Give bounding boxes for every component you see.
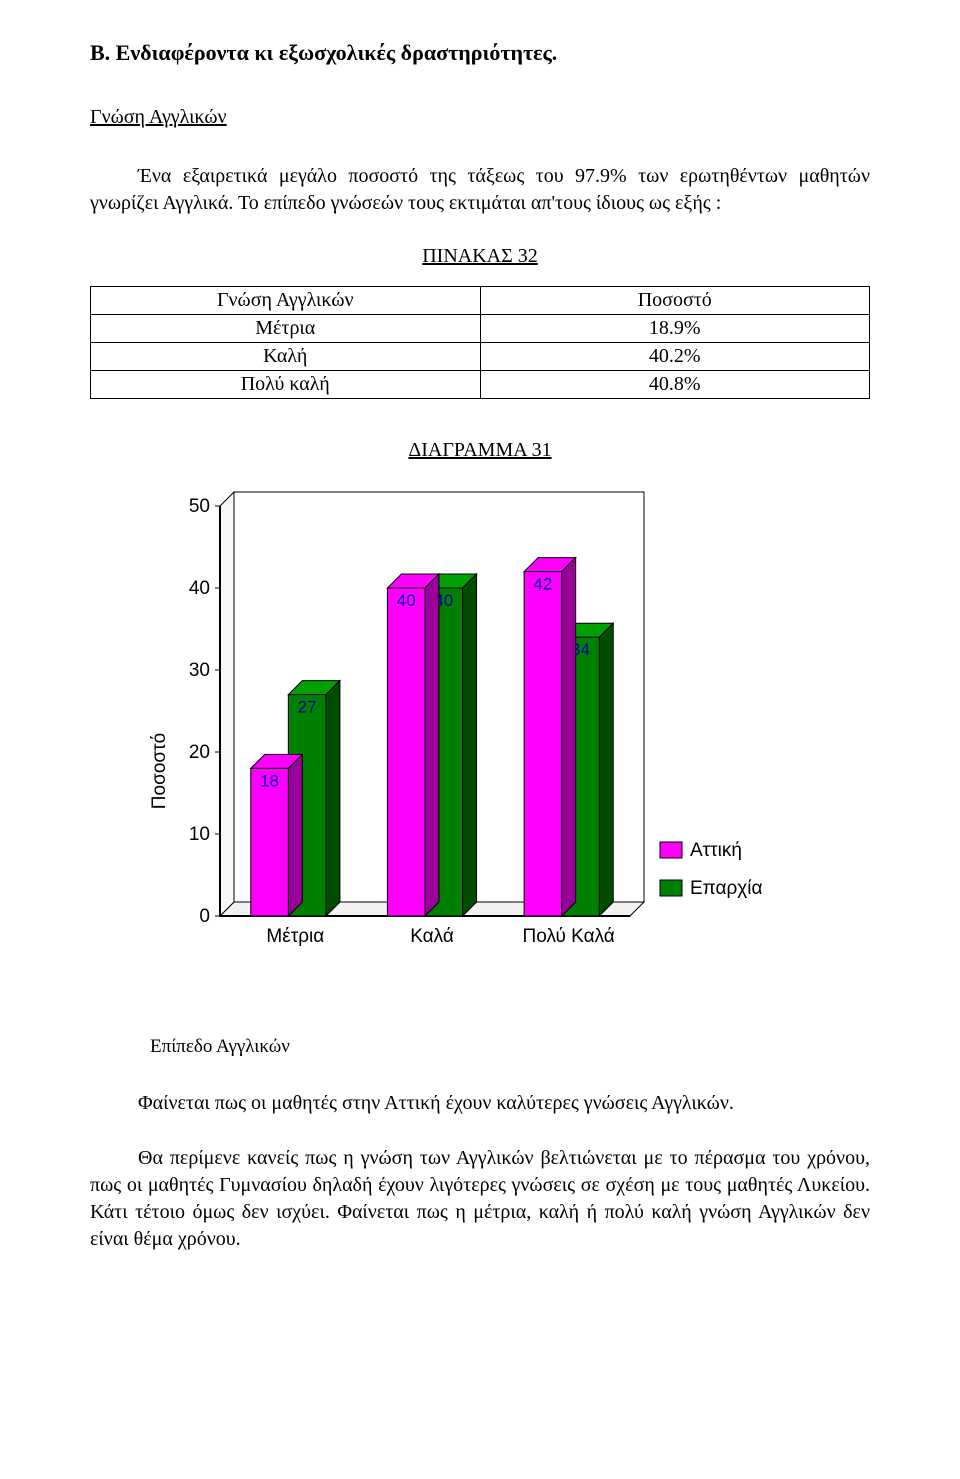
svg-text:20: 20 [189,742,210,763]
page-root: Β. Ενδιαφέροντα κι εξωσχολικές δραστηριό… [0,0,960,1479]
svg-text:42: 42 [533,575,552,594]
table-cell-label: Μέτρια [91,315,481,343]
svg-text:Επαρχία: Επαρχία [690,878,762,899]
table-cell-value: 40.2% [480,343,870,371]
table-row: Πολύ καλή 40.8% [91,371,870,399]
svg-text:Αττική: Αττική [690,840,742,861]
bar-chart: 010203040502718Μέτρια4040Καλά3442Πολύ Κα… [130,486,770,1006]
svg-text:Καλά: Καλά [410,926,454,947]
table-header-0: Γνώση Αγγλικών [91,287,481,315]
svg-text:40: 40 [397,591,416,610]
svg-text:40: 40 [189,578,210,599]
svg-text:30: 30 [189,660,210,681]
svg-text:50: 50 [189,496,210,517]
svg-text:Μέτρια: Μέτρια [266,926,324,947]
paragraph-2: Φαίνεται πως οι μαθητές στην Αττική έχου… [90,1090,870,1117]
chart-x-label: Επίπεδο Αγγλικών [150,1036,870,1058]
sub-heading: Γνώση Αγγλικών [90,106,870,129]
table-title: ΠΙΝΑΚΑΣ 32 [90,245,870,268]
svg-text:10: 10 [189,824,210,845]
svg-text:0: 0 [199,906,210,927]
svg-text:Πολύ Καλά: Πολύ Καλά [523,926,615,947]
paragraph-1: Ένα εξαιρετικά μεγάλο ποσοστό της τάξεως… [90,163,870,217]
svg-text:27: 27 [298,698,317,717]
table-cell-label: Καλή [91,343,481,371]
table-cell-value: 40.8% [480,371,870,399]
table-cell-value: 18.9% [480,315,870,343]
svg-text:18: 18 [260,771,279,790]
chart-wrap: 010203040502718Μέτρια4040Καλά3442Πολύ Κα… [130,486,770,1006]
chart-title: ΔΙΑΓΡΑΜΜΑ 31 [90,439,870,462]
table-row: Καλή 40.2% [91,343,870,371]
table-row: Μέτρια 18.9% [91,315,870,343]
svg-text:Ποσοστό: Ποσοστό [149,733,170,809]
table-header-row: Γνώση Αγγλικών Ποσοστό [91,287,870,315]
table-cell-label: Πολύ καλή [91,371,481,399]
table-header-1: Ποσοστό [480,287,870,315]
data-table: Γνώση Αγγλικών Ποσοστό Μέτρια 18.9% Καλή… [90,286,870,399]
paragraph-3: Θα περίμενε κανείς πως η γνώση των Αγγλι… [90,1145,870,1253]
section-heading: Β. Ενδιαφέροντα κι εξωσχολικές δραστηριό… [90,40,870,66]
